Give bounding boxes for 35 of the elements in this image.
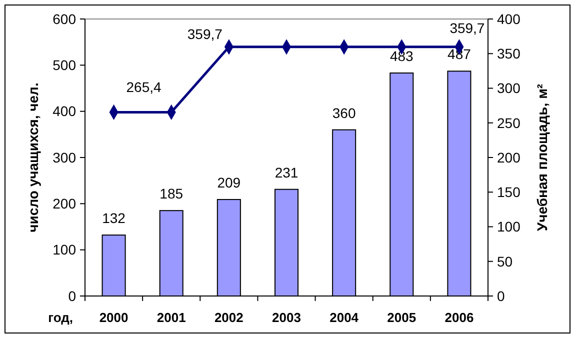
y2-tick-label: 350	[497, 46, 521, 62]
y-tick-label: 400	[52, 103, 76, 120]
y-tick-label: 200	[52, 196, 76, 212]
data-label: 231	[274, 164, 298, 180]
x-tick-label: 2002	[214, 310, 244, 325]
y2-tick-label: 150	[497, 184, 521, 200]
data-label: 132	[102, 210, 126, 226]
x-tick-label: 2005	[387, 310, 416, 325]
y2-tick-label: 100	[497, 218, 521, 235]
data-label: 185	[160, 186, 184, 202]
x-tick-label: 2001	[156, 310, 186, 325]
data-label: 209	[217, 174, 241, 191]
x-axis-title: год,	[48, 310, 73, 325]
y-tick-label: 500	[52, 57, 76, 74]
data-label: 265,4	[126, 79, 162, 96]
x-tick-label: 2006	[444, 310, 474, 325]
y-tick-label: 0	[68, 288, 76, 304]
y-tick-label: 300	[52, 149, 76, 166]
x-tick-label: 2004	[330, 310, 360, 325]
x-tick-label: 2003	[272, 310, 301, 325]
y2-tick-label: 200	[497, 149, 521, 166]
data-label: 359,7	[450, 20, 485, 36]
data-label: 360	[332, 104, 356, 121]
y-tick-label: 600	[52, 10, 76, 27]
y2-tick-label: 400	[497, 10, 521, 27]
y-axis-title: число учащихся, чел.	[25, 82, 41, 232]
x-tick-label: 2000	[99, 310, 128, 325]
y2-tick-label: 0	[497, 288, 505, 304]
y2-tick-label: 300	[497, 80, 521, 96]
y2-tick-label: 250	[497, 114, 521, 131]
y2-tick-label: 50	[497, 253, 513, 270]
data-label: 359,7	[187, 26, 223, 42]
y2-axis-title: Учебная площадь, м²	[534, 84, 550, 232]
data-label: 483	[390, 48, 414, 64]
y-tick-label: 100	[52, 242, 76, 258]
